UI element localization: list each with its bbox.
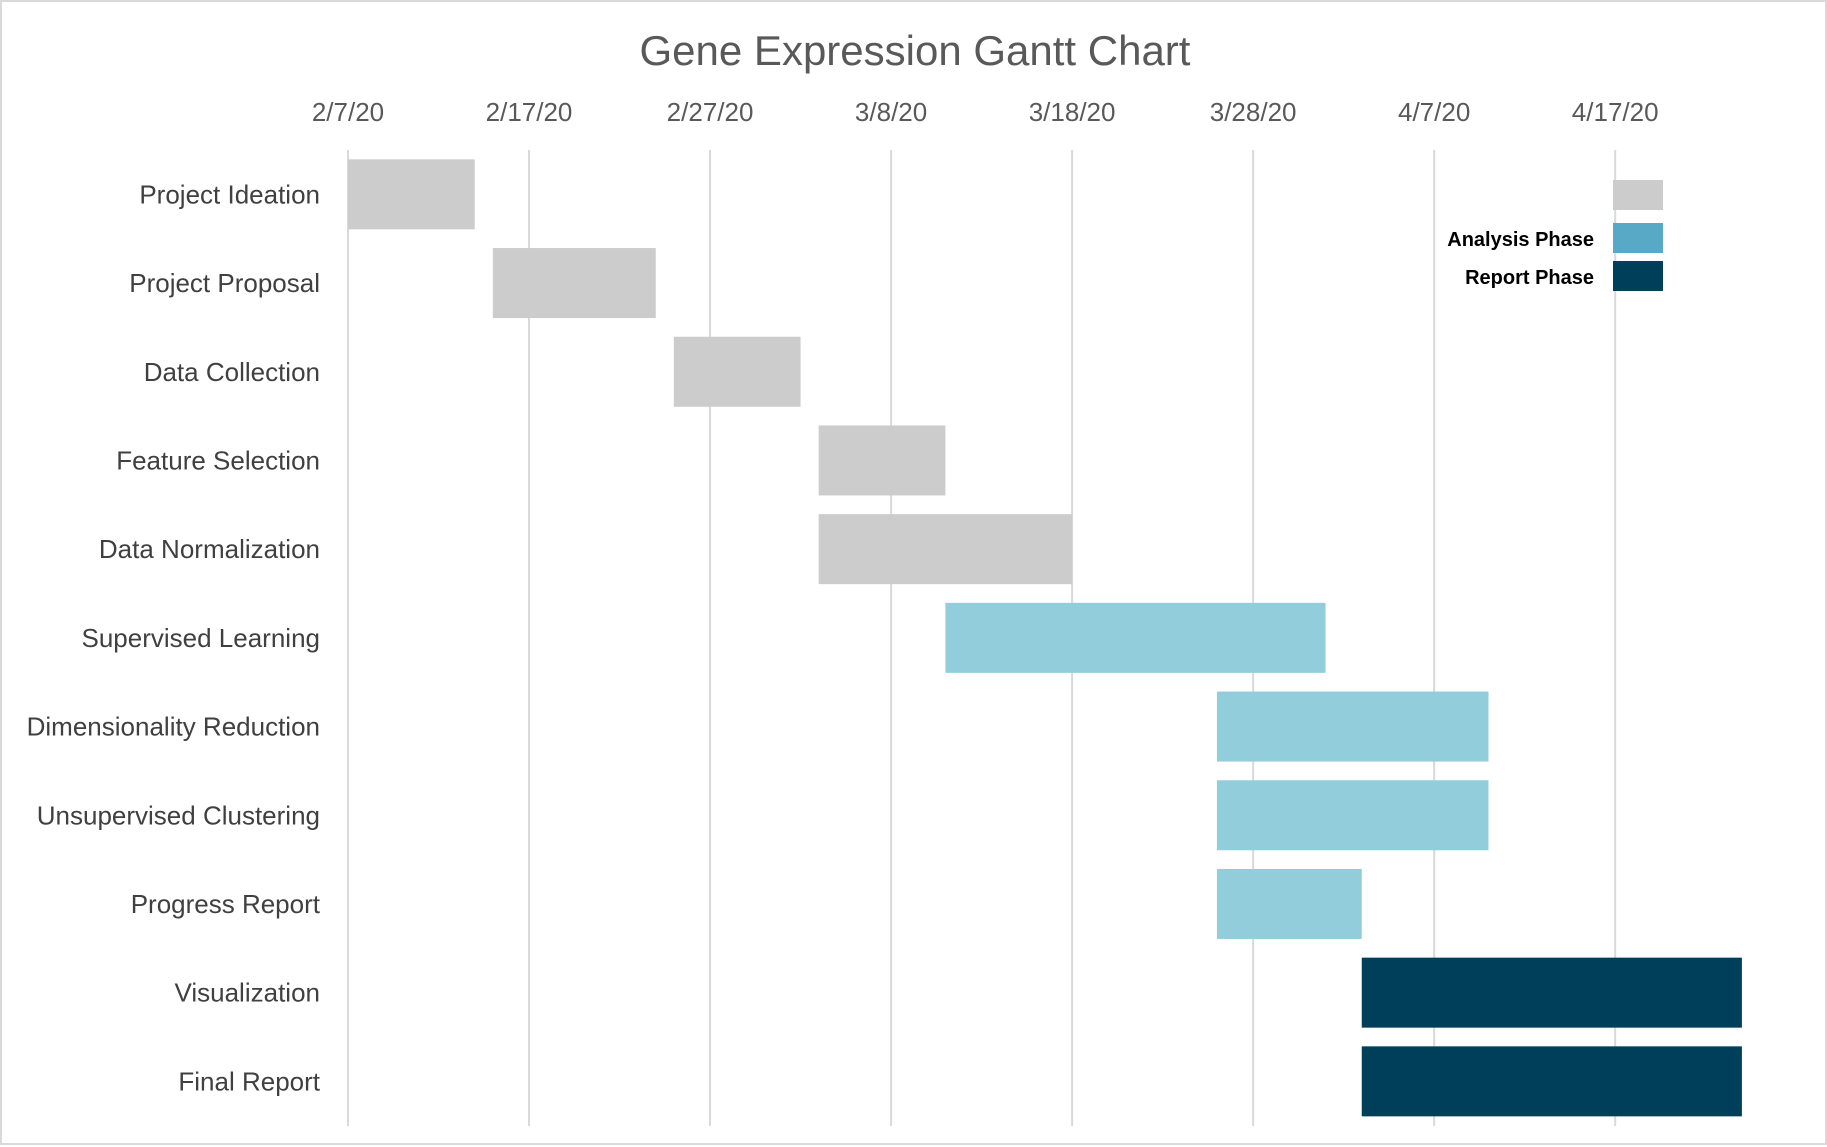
task-bar — [818, 514, 1073, 585]
x-axis-ticks: 2/7/20 2/17/20 2/27/20 3/8/20 3/18/20 3/28/20… — [312, 97, 1659, 127]
task-bar — [945, 602, 1326, 673]
task-bar — [1216, 780, 1489, 851]
legend-swatch — [1613, 261, 1663, 291]
category-label: Final Report — [178, 1066, 320, 1096]
task-bar — [1361, 957, 1742, 1028]
legend-label: Report Phase — [1465, 267, 1594, 289]
task-bar — [818, 425, 946, 496]
task-bar — [492, 248, 656, 319]
category-label: Data Normalization — [99, 534, 320, 564]
category-label: Data Collection — [144, 357, 320, 387]
x-tick-label: 2/7/20 — [312, 97, 384, 127]
task-bar — [1216, 868, 1362, 939]
category-label: Dimensionality Reduction — [27, 712, 320, 742]
category-label: Project Proposal — [129, 268, 320, 298]
task-bar — [348, 159, 475, 230]
x-tick-label: 3/18/20 — [1029, 97, 1116, 127]
legend-label: Analysis Phase — [1447, 229, 1594, 251]
category-label: Supervised Learning — [82, 623, 321, 653]
x-tick-label: 4/17/20 — [1572, 97, 1659, 127]
task-bars — [348, 159, 1742, 1117]
chart-title: Gene Expression Gantt Chart — [640, 27, 1191, 74]
category-label: Progress Report — [131, 889, 321, 919]
legend-swatch — [1613, 180, 1663, 210]
y-axis-categories: Project Ideation Project Proposal Data Col… — [27, 179, 321, 1096]
legend: Analysis Phase Report Phase — [1447, 180, 1663, 291]
category-label: Feature Selection — [116, 445, 320, 475]
task-bar — [1216, 691, 1489, 762]
x-tick-label: 4/7/20 — [1398, 97, 1470, 127]
x-tick-label: 2/17/20 — [486, 97, 573, 127]
legend-swatch — [1613, 223, 1663, 253]
task-bar — [673, 336, 801, 407]
category-label: Visualization — [174, 978, 320, 1008]
category-label: Project Ideation — [139, 179, 320, 209]
x-tick-label: 2/27/20 — [667, 97, 754, 127]
x-tick-label: 3/28/20 — [1210, 97, 1297, 127]
x-tick-label: 3/8/20 — [855, 97, 927, 127]
category-label: Unsupervised Clustering — [37, 800, 320, 830]
task-bar — [1361, 1046, 1742, 1117]
